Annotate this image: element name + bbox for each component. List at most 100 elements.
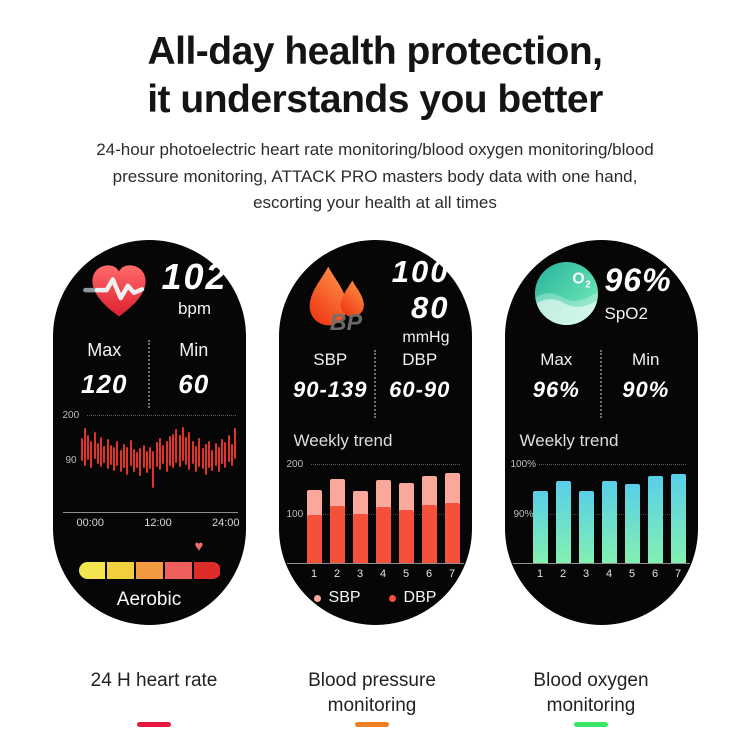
dbp-bar — [352, 514, 368, 563]
heart-rate-unit: bpm — [177, 299, 212, 318]
blood-pressure-screen: BP 100 80 mmHg SBP 90-139 DBP 60-90 Week… — [278, 240, 472, 625]
heart-rate-bar — [103, 445, 106, 463]
bp-xtick-6: 6 — [425, 568, 433, 580]
heart-pulse-icon — [82, 265, 146, 317]
heart-rate-bar — [90, 440, 93, 468]
page-subtitle: 24-hour photoelectric heart rate monitor… — [0, 137, 750, 216]
heart-rate-bar — [194, 445, 197, 473]
dbp-bar — [421, 504, 437, 563]
hr-time-labels: 00:00 12:00 24:00 — [77, 517, 240, 529]
heart-rate-bar — [123, 444, 126, 468]
dbp-range-cell: DBP 60-90 — [374, 350, 464, 418]
dbp-range: 60-90 — [389, 377, 451, 402]
spo2-bar-day-7 — [670, 464, 686, 563]
zone-segment-1 — [78, 562, 106, 579]
caption-heart-rate: 24 H heart rate — [59, 668, 249, 727]
blood-pressure-unit: mmHg — [402, 329, 450, 346]
dbp-bar — [375, 507, 391, 563]
hr-ytick-200: 200 — [62, 410, 80, 421]
heart-rate-bar — [80, 438, 83, 462]
blood-oxygen-dash — [574, 722, 608, 727]
heart-rate-bar — [152, 450, 155, 488]
spo2-max-min: Max 96% Min 90% — [513, 350, 690, 418]
hr-xtick-2400: 24:00 — [211, 517, 240, 529]
heart-rate-bar — [204, 444, 207, 475]
hr-xtick-1200: 12:00 — [144, 517, 172, 529]
heart-rate-bar — [93, 431, 96, 459]
heart-rate-bar — [217, 446, 220, 473]
sbp-legend-dot-icon — [313, 594, 321, 602]
spo2-bar — [555, 481, 571, 563]
dbp-label: DBP — [402, 350, 438, 369]
heart-rate-bar — [109, 444, 112, 466]
heart-rate-bar — [221, 439, 224, 465]
subtitle-line-1: 24-hour photoelectric heart rate monitor… — [96, 140, 654, 160]
spo2-max-label: Max — [540, 350, 573, 369]
min-label: Min — [179, 340, 209, 360]
dbp-bar — [329, 506, 345, 563]
spo2-max-value: 96% — [532, 377, 580, 402]
legend-item-dbp: DBP — [388, 589, 436, 607]
min-value: 60 — [178, 369, 210, 399]
caption-blood-oxygen: Blood oxygen monitoring — [496, 668, 686, 727]
legend-item-sbp: SBP — [313, 589, 361, 607]
bp-bar-day-4 — [375, 464, 391, 563]
bp-bar-day-7 — [444, 464, 460, 563]
sbp-label: SBP — [313, 350, 348, 369]
svg-text:BP: BP — [329, 309, 362, 335]
zone-segment-3 — [136, 562, 163, 579]
bp-bar-day-1 — [306, 464, 322, 563]
heart-rate-chart — [80, 415, 238, 512]
spo2-xtick-2: 2 — [559, 568, 567, 580]
heart-rate-bar — [142, 444, 145, 468]
spo2-xtick-6: 6 — [651, 568, 659, 580]
blood-pressure-ranges: SBP 90-139 DBP 60-90 — [287, 350, 464, 418]
heart-rate-bar — [96, 443, 99, 465]
heart-rate-bar — [139, 448, 142, 477]
spo2-bar-day-2 — [555, 464, 571, 563]
spo2-gridline-100 — [538, 464, 686, 465]
bp-xtick-3: 3 — [356, 568, 364, 580]
heart-rate-bar — [145, 451, 148, 474]
spo2-bar-day-4 — [601, 464, 617, 563]
zone-heart-marker-icon: ♥ — [194, 538, 204, 555]
heart-rate-bar — [230, 444, 233, 466]
heart-rate-bar — [132, 448, 135, 472]
heart-rate-bar — [188, 431, 191, 470]
spo2-bar — [578, 491, 594, 563]
spo2-xtick-5: 5 — [628, 568, 636, 580]
heart-rate-max: Max 120 — [61, 340, 149, 408]
heart-rate-bar — [181, 427, 184, 462]
spo2-min-value: 90% — [622, 377, 670, 402]
caption-blood-pressure-text: Blood pressure monitoring — [277, 668, 467, 720]
hr-gridline-200 — [86, 415, 236, 416]
heart-rate-zone-bar — [78, 562, 221, 579]
bp-xtick-5: 5 — [402, 568, 410, 580]
hr-x-axis — [62, 512, 238, 513]
bp-xtick-2: 2 — [333, 568, 341, 580]
heart-rate-bar — [191, 440, 194, 465]
spo2-reading: 96% SpO2 — [605, 262, 672, 324]
spo2-bar — [601, 481, 617, 563]
spo2-bar — [532, 491, 548, 563]
caption-line: Blood oxygen — [533, 670, 649, 691]
spo2-bar-day-3 — [578, 464, 594, 563]
caption-heart-rate-text: 24 H heart rate — [59, 668, 249, 720]
hr-ytick-90: 90 — [65, 455, 77, 466]
caption-line: monitoring — [546, 695, 636, 716]
spo2-xtick-3: 3 — [582, 568, 590, 580]
heart-rate-bar — [208, 440, 211, 468]
spo2-ytick-100: 100% — [510, 459, 537, 470]
svg-text:2: 2 — [585, 280, 591, 291]
dbp-legend-dot-icon — [388, 594, 396, 602]
heart-rate-bar — [149, 446, 152, 470]
heart-rate-bar — [129, 440, 132, 466]
spo2-day-labels: 1 2 3 4 5 6 7 — [533, 568, 686, 580]
spo2-ytick-90: 90% — [513, 509, 534, 520]
subtitle-line-3: escorting your health at all times — [253, 192, 497, 212]
sbp-range-cell: SBP 90-139 — [287, 350, 375, 418]
heart-rate-max-min: Max 120 Min 60 — [61, 340, 238, 408]
caption-blood-oxygen-text: Blood oxygen monitoring — [496, 668, 686, 720]
subtitle-line-2: pressure monitoring, ATTACK PRO masters … — [112, 166, 638, 186]
zone-label: Aerobic — [116, 589, 182, 610]
